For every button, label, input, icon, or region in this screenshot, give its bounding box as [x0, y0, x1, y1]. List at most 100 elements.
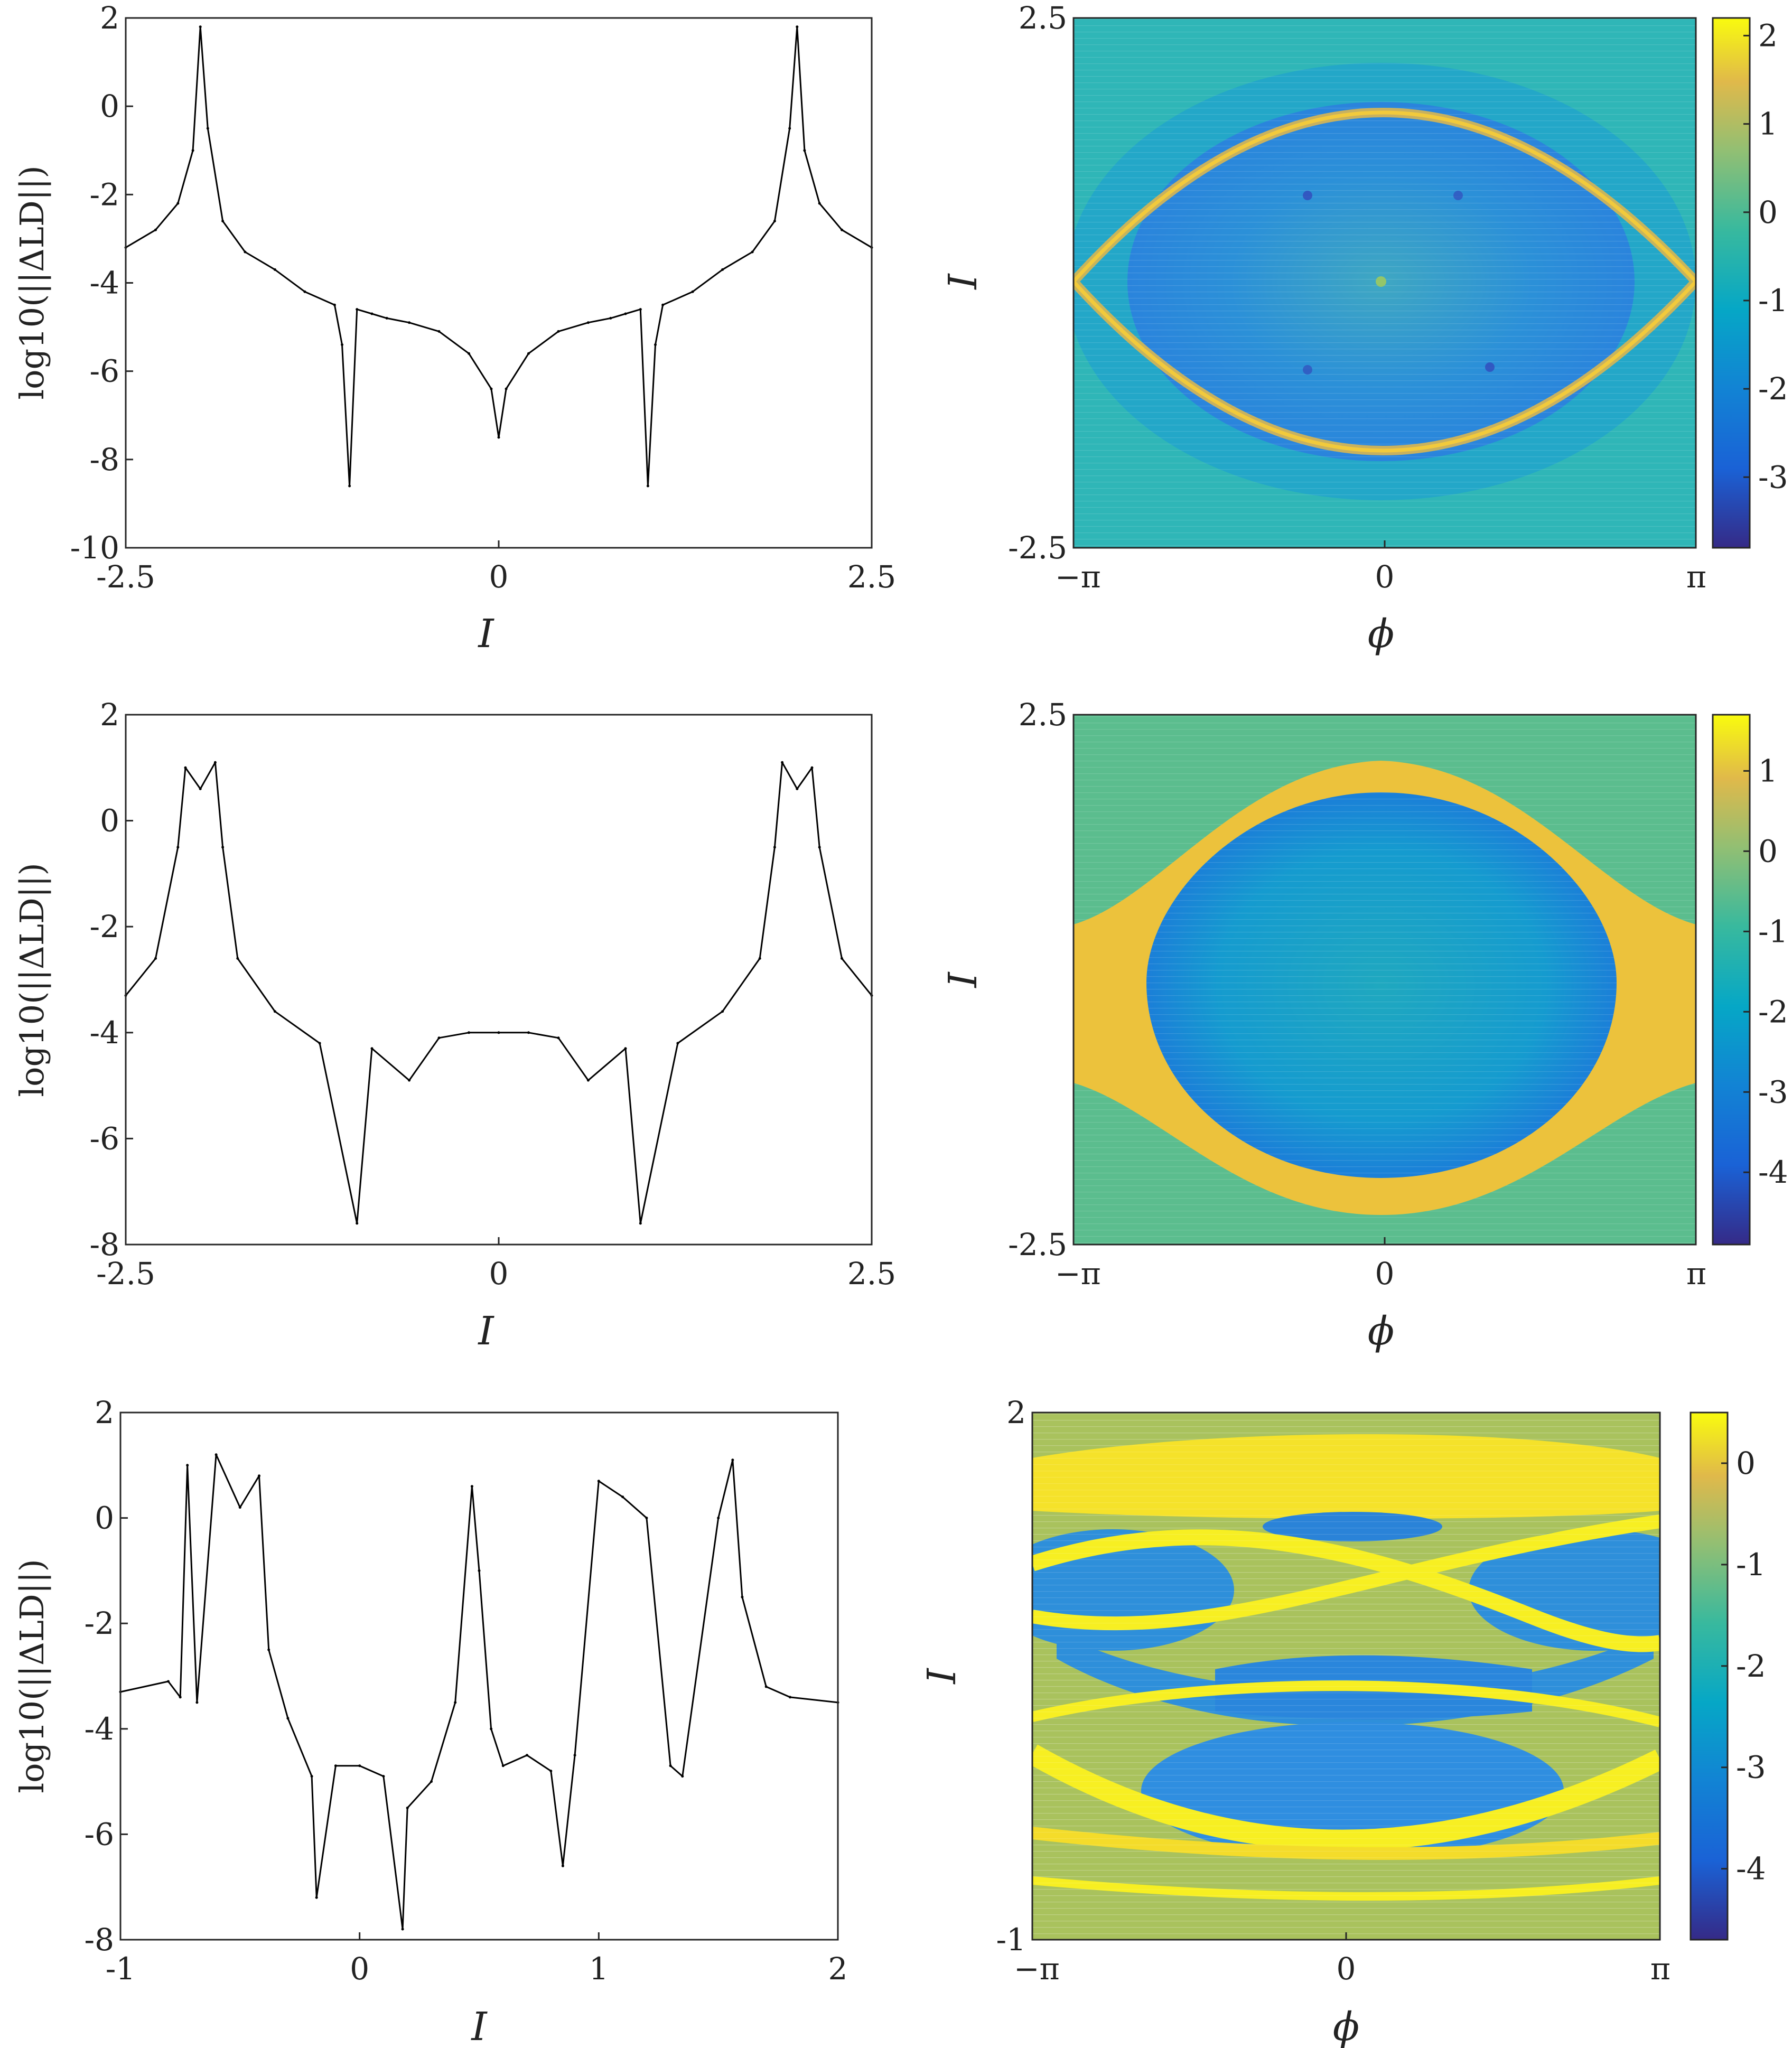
line-plot-1-xlabel: I	[477, 611, 494, 657]
x-tick-label: π	[1686, 559, 1706, 595]
line-plot-1-series	[124, 25, 873, 488]
colorbar-tick-label: 0	[1758, 833, 1778, 869]
y-tick-label: -8	[90, 442, 120, 478]
data-point	[557, 330, 560, 333]
colorbar-tick-label: -2	[1758, 994, 1788, 1030]
colorbar-tick-label: 2	[1758, 17, 1778, 53]
y-tick-label: 2.5	[1019, 697, 1067, 733]
data-point	[382, 1775, 385, 1778]
x-tick-label: 1	[589, 1951, 609, 1987]
colorbar-tick-label: -1	[1736, 1547, 1766, 1583]
y-tick-label: -6	[90, 1120, 120, 1156]
line-plot-2-frame	[125, 714, 873, 1246]
heatmap-2: −π 0 π 2.5 -2.5 ϕ I 1 0 -1 -2 -3 -4	[940, 697, 1788, 1354]
line-plot-1-frame	[125, 17, 873, 549]
colorbar-tick-label: -4	[1758, 1154, 1788, 1190]
data-point	[214, 1453, 218, 1456]
data-point	[348, 484, 351, 488]
x-tick-label: 0	[489, 1256, 509, 1292]
data-point	[639, 308, 642, 311]
data-point	[527, 1031, 530, 1034]
data-point	[841, 957, 843, 960]
data-point	[841, 228, 843, 231]
heatmap-1-image	[1074, 18, 1696, 548]
data-point	[557, 1036, 560, 1040]
data-point	[497, 436, 500, 439]
data-point	[154, 228, 157, 231]
data-point	[286, 1717, 290, 1720]
y-tick-label: 2	[1006, 1395, 1026, 1430]
data-point	[370, 312, 374, 315]
y-tick-label: 2	[100, 697, 119, 733]
data-point	[199, 25, 202, 29]
data-point	[789, 1696, 791, 1699]
y-tick-label: -10	[70, 530, 119, 566]
data-point	[773, 220, 776, 222]
colorbar-tick-label: 0	[1758, 194, 1778, 230]
colorbar-3: 0 -1 -2 -3 -4	[1690, 1411, 1766, 1941]
colorbar-tick-label: -1	[1758, 913, 1788, 949]
data-point	[501, 1764, 505, 1768]
line-plot-3-frame	[119, 1411, 839, 1941]
colorbar-tick-label: -3	[1736, 1750, 1766, 1785]
heatmap-3: −π 0 π 2 -1 ϕ I 0 -1 -2 -3 -4	[919, 1395, 1766, 2048]
data-point	[179, 1696, 182, 1699]
x-tick-label: 0	[489, 559, 509, 595]
line-plot-2-ticks: -2.5 0 2.5 2 0 -2 -4 -6 -8	[90, 697, 897, 1292]
data-point	[624, 312, 627, 315]
data-point	[184, 766, 187, 769]
heatmap-1: −π 0 π 2.5 -2.5 ϕ I 2 1 0 -1 -2 -3	[940, 0, 1788, 657]
x-tick-label: -1	[106, 1951, 136, 1987]
data-point	[526, 1754, 528, 1757]
y-tick-label: -2.5	[1008, 1227, 1067, 1263]
y-tick-label: -4	[90, 265, 120, 301]
data-point	[624, 1047, 627, 1050]
data-point	[437, 330, 441, 333]
y-tick-label: -8	[85, 1922, 115, 1958]
data-point	[238, 1506, 241, 1509]
data-point	[803, 149, 806, 152]
data-point	[221, 846, 225, 849]
data-point	[586, 321, 590, 324]
data-point	[661, 303, 665, 306]
y-tick-label: 2	[100, 0, 119, 36]
y-tick-label: -2	[90, 909, 120, 944]
data-point	[385, 316, 388, 320]
data-point	[639, 1222, 642, 1225]
x-tick-label: -2.5	[96, 1256, 155, 1292]
colorbar-tick-label: -3	[1758, 459, 1788, 495]
x-tick-label: 0	[1337, 1951, 1356, 1987]
data-point	[356, 308, 359, 311]
data-point	[273, 1010, 276, 1013]
data-point	[401, 1928, 404, 1931]
data-point	[167, 1680, 170, 1683]
data-point	[741, 1595, 744, 1598]
heatmap-1-ylabel: I	[940, 273, 986, 291]
data-point	[758, 957, 761, 960]
data-point	[810, 766, 814, 769]
line-plot-3: -1 0 1 2 2 0 -2 -4 -6 -8 I log10(||ΔLD||)	[13, 1395, 847, 2048]
data-point	[505, 387, 508, 390]
line-plot-2-ylabel: log10(||ΔLD||)	[13, 863, 51, 1097]
x-tick-label: π	[1650, 1951, 1670, 1987]
data-point	[796, 787, 799, 790]
data-point	[176, 846, 180, 849]
data-point	[356, 1222, 359, 1225]
colorbar-tick-label: -1	[1758, 283, 1788, 319]
colorbar-2: 1 0 -1 -2 -3 -4	[1712, 714, 1788, 1246]
x-tick-label: π	[1686, 1256, 1706, 1292]
data-point	[527, 352, 530, 355]
colorbar-tick-label: 1	[1758, 106, 1778, 142]
data-point	[788, 127, 791, 130]
y-tick-label: 0	[100, 803, 119, 839]
line-plot-3-xlabel: I	[470, 2004, 488, 2048]
line-plot-3-series	[119, 1453, 839, 1931]
y-tick-label: 2	[95, 1395, 114, 1430]
y-tick-label: -4	[85, 1711, 115, 1747]
line-plot-2-xlabel: I	[477, 1308, 494, 1354]
data-point	[654, 343, 657, 346]
data-point	[676, 1042, 679, 1045]
heatmap-1-ticks: −π 0 π 2.5 -2.5	[1008, 0, 1706, 595]
y-tick-label: -6	[90, 353, 120, 389]
